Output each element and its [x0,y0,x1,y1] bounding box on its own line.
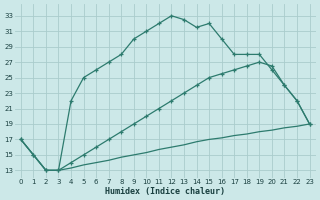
X-axis label: Humidex (Indice chaleur): Humidex (Indice chaleur) [105,187,225,196]
